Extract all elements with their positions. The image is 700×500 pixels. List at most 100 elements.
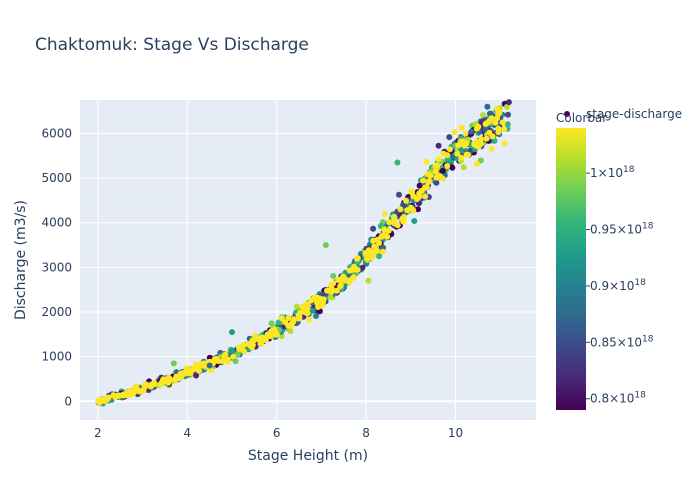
scatter-point	[433, 179, 440, 186]
scatter-point	[422, 193, 429, 200]
scatter-point	[399, 215, 406, 222]
scatter-point	[192, 361, 199, 368]
scatter-point	[447, 146, 453, 153]
scatter-point	[427, 173, 434, 179]
scatter-point	[432, 163, 439, 170]
x-tick-label: 8	[362, 426, 370, 440]
colorbar: Colorbar 0.8×1018 0.85×1018 0.9×1018 0.95×1…	[556, 111, 654, 410]
scatter-point	[264, 331, 271, 338]
scatter-point	[426, 178, 433, 184]
scatter-point	[371, 243, 378, 250]
scatter-point	[337, 282, 344, 289]
scatter-point	[415, 206, 421, 213]
scatter-point	[499, 119, 506, 126]
legend[interactable]: stage-discharge	[564, 107, 682, 121]
x-tick-label: 6	[273, 426, 281, 440]
scatter-point	[346, 279, 353, 286]
scatter-point	[278, 333, 285, 340]
scatter-point	[416, 182, 423, 189]
x-tick-label: 10	[448, 426, 463, 440]
plot-area	[80, 100, 536, 420]
grid-lines	[80, 100, 536, 420]
scatter-point	[390, 214, 397, 220]
scatter-point	[282, 319, 289, 326]
scatter-point	[350, 274, 357, 281]
colorbar-title: Colorbar	[556, 111, 607, 125]
scatter-point	[463, 151, 470, 158]
x-axis-label: Stage Height (m)	[248, 448, 368, 464]
scatter-point	[486, 117, 493, 124]
scatter-point	[505, 111, 511, 118]
scatter-point	[370, 237, 377, 244]
scatter-point	[354, 255, 361, 262]
scatter-point	[306, 316, 313, 323]
scatter-point	[394, 222, 401, 229]
scatter-point	[301, 309, 308, 315]
scatter-point	[263, 336, 269, 343]
scatter-point	[95, 398, 102, 405]
scatter-point	[446, 134, 453, 141]
scatter-point	[322, 242, 329, 249]
colorbar-tick-label: 0.9×1018	[590, 278, 646, 293]
scatter-point	[381, 226, 388, 233]
scatter-point	[411, 218, 418, 224]
scatter-point	[386, 219, 393, 226]
scatter-point	[385, 227, 392, 234]
scatter-point	[439, 167, 446, 174]
scatter-point	[381, 211, 388, 218]
scatter-point	[397, 206, 404, 213]
scatter-point	[449, 164, 456, 171]
scatter-point	[160, 377, 166, 384]
scatter-point	[206, 362, 213, 369]
scatter-point	[142, 381, 149, 388]
scatter-point	[432, 168, 439, 175]
colorbar-tick-label: 0.85×1018	[590, 334, 654, 349]
scatter-point	[462, 130, 469, 137]
scatter-point	[460, 164, 467, 171]
scatter-point	[394, 159, 401, 166]
scatter-point	[439, 175, 446, 182]
scatter-point	[474, 160, 480, 167]
colorbar-tick-label: 1×1018	[590, 165, 635, 180]
scatter-point	[130, 388, 137, 395]
scatter-point	[359, 264, 366, 271]
scatter-point	[313, 313, 319, 319]
scatter-point	[458, 154, 465, 161]
scatter-point	[486, 110, 493, 117]
scatter-point	[136, 388, 143, 395]
scatter-point	[333, 287, 340, 294]
scatter-point	[495, 129, 502, 136]
scatter-point	[327, 294, 334, 301]
scatter-point	[486, 129, 493, 136]
scatter-point	[346, 267, 353, 274]
scatter-point	[433, 174, 440, 181]
scatter-point	[362, 250, 369, 257]
scatter-point	[408, 188, 415, 195]
x-tick-labels: 2 4 6 8 10	[94, 426, 463, 440]
scatter-point	[482, 125, 489, 132]
scatter-point	[222, 358, 229, 364]
scatter-point	[247, 341, 254, 348]
colorbar-gradient	[556, 128, 586, 410]
scatter-point	[171, 377, 178, 383]
scatter-point	[379, 248, 386, 255]
scatter-point	[337, 277, 344, 284]
scatter-point	[376, 253, 383, 260]
y-tick-label: 0	[64, 394, 72, 408]
scatter-point	[285, 315, 292, 321]
scatter-point	[189, 366, 196, 373]
scatter-point	[378, 233, 385, 240]
scatter-point	[132, 383, 139, 390]
scatter-point	[229, 329, 235, 336]
scatter-point	[177, 370, 184, 377]
scatter-point	[268, 320, 275, 327]
scatter-point	[258, 338, 265, 345]
scatter-point	[504, 121, 511, 128]
scatter-point	[230, 353, 237, 360]
scatter-point	[416, 190, 423, 197]
scatter-point	[403, 197, 410, 204]
scatter-point	[376, 240, 383, 246]
scatter-point	[444, 152, 451, 159]
